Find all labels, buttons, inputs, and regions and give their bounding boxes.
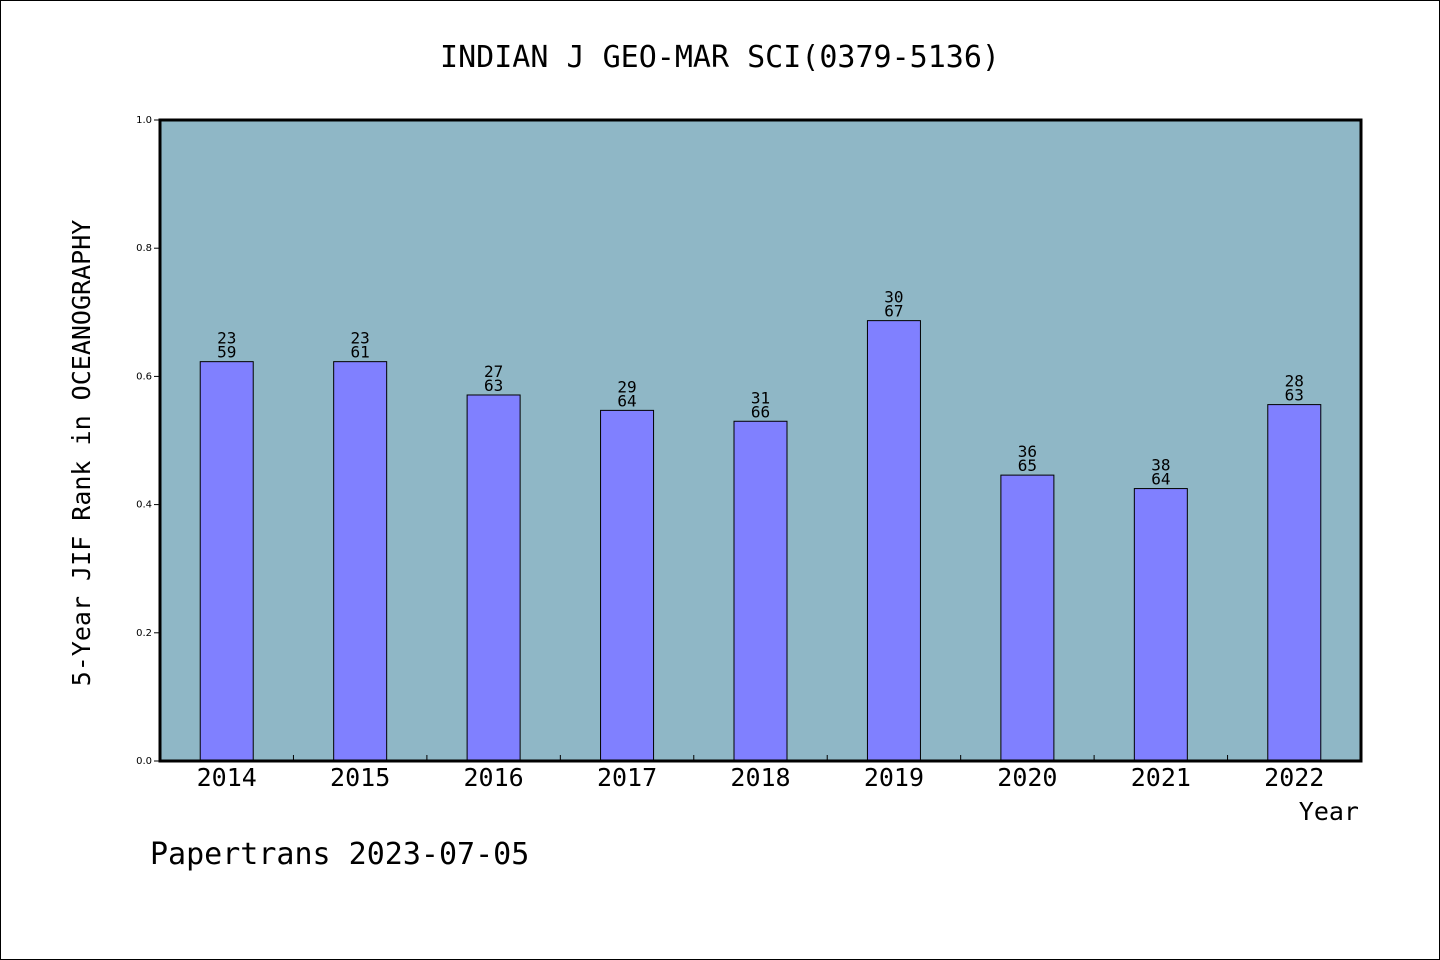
bar-label-rank: 28 <box>1285 372 1304 391</box>
x-tick-label: 2020 <box>997 763 1057 792</box>
bar-2022 <box>1267 404 1322 762</box>
bar-label-rank: 27 <box>484 362 503 381</box>
bar-label-rank: 23 <box>351 329 370 348</box>
x-tick-label: 2018 <box>730 763 790 792</box>
bar-label-total: 67 <box>884 302 903 321</box>
x-tick-label: 2017 <box>597 763 657 792</box>
x-tick-label: 2021 <box>1131 763 1191 792</box>
bar-label-total: 65 <box>1018 456 1037 475</box>
y-tick-label: 0.6 <box>136 371 152 382</box>
bar-2019 <box>866 320 921 762</box>
y-tick-label: 0.0 <box>136 756 152 767</box>
bar-2014 <box>199 361 254 762</box>
y-tick-label: 0.4 <box>136 500 152 511</box>
bar-label-rank: 38 <box>1151 456 1170 475</box>
bar-label-total: 64 <box>1151 470 1170 489</box>
bar-2016 <box>466 394 521 762</box>
chart-title: INDIAN J GEO-MAR SCI(0379-5136) <box>440 40 1000 75</box>
x-axis-label: Year <box>1299 797 1359 826</box>
bar-label-rank: 36 <box>1018 442 1037 461</box>
footer-credit: Papertrans 2023-07-05 <box>150 837 529 872</box>
bar-label-rank: 30 <box>884 288 903 307</box>
bar-2017 <box>600 409 655 762</box>
y-tick-label: 0.8 <box>136 243 152 254</box>
bar-label-total: 59 <box>217 343 236 362</box>
bar-label-total: 61 <box>351 343 370 362</box>
bar-2021 <box>1133 488 1188 762</box>
x-tick-label: 2019 <box>864 763 924 792</box>
bar-label-total: 66 <box>751 402 770 421</box>
bar-label-rank: 29 <box>617 377 636 396</box>
y-axis-label: 5-Year JIF Rank in OCEANOGRAPHY <box>67 220 96 687</box>
plot-border <box>158 118 1363 763</box>
x-tick-label: 2014 <box>197 763 257 792</box>
bar-label-total: 63 <box>484 376 503 395</box>
bar-2018 <box>733 420 788 762</box>
y-axis-ticks: 0.0 0.2 0.4 0.6 0.8 1.0 <box>136 115 160 767</box>
y-tick-label: 0.2 <box>136 628 152 639</box>
bar-label-total: 64 <box>617 391 636 410</box>
x-tick-label: 2022 <box>1264 763 1324 792</box>
bar-2015 <box>333 361 388 762</box>
bar-label-rank: 23 <box>217 329 236 348</box>
bar-2020 <box>1000 474 1055 762</box>
bars <box>199 320 1322 762</box>
y-tick-label: 1.0 <box>136 115 152 126</box>
x-axis-ticks: 2014 2015 2016 2017 2018 2019 2020 2021 2022 <box>197 755 1324 792</box>
x-tick-label: 2015 <box>330 763 390 792</box>
x-tick-label: 2016 <box>464 763 524 792</box>
bar-label-total: 63 <box>1285 386 1304 405</box>
bar-label-rank: 31 <box>751 388 770 407</box>
